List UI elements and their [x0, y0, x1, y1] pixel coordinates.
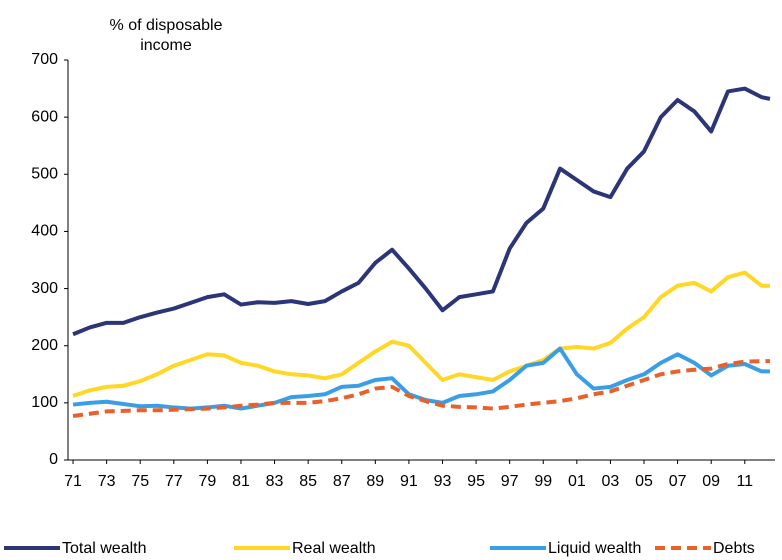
- x-tick-label: 97: [501, 473, 519, 490]
- series-line: [72, 270, 770, 398]
- legend-label: Liquid wealth: [548, 540, 641, 557]
- x-tick-label: 81: [232, 473, 250, 490]
- y-tick-label: 300: [31, 280, 58, 297]
- x-tick-label: 03: [602, 473, 620, 490]
- x-tick-label: 71: [64, 473, 82, 490]
- x-tick-label: 93: [434, 473, 452, 490]
- y-tick-label: 200: [31, 337, 58, 354]
- x-tick-label: 11: [736, 473, 753, 490]
- legend-label: Total wealth: [62, 540, 147, 557]
- x-tick-label: 79: [198, 473, 216, 490]
- x-tick-label: 99: [534, 473, 552, 490]
- x-tick-label: 89: [366, 473, 384, 490]
- x-tick-label: 07: [669, 473, 687, 490]
- y-tick-label: 700: [31, 51, 58, 68]
- x-tick-label: 73: [98, 473, 116, 490]
- x-tick-label: 87: [333, 473, 351, 490]
- x-tick-label: 75: [131, 473, 149, 490]
- x-tick-label: 01: [568, 473, 586, 490]
- x-tick-label: 85: [299, 473, 317, 490]
- legend-label: Real wealth: [292, 540, 376, 557]
- y-tick-label: 500: [31, 166, 58, 183]
- y-axis-label: % of disposable income: [109, 17, 223, 54]
- x-tick-label: 09: [702, 473, 720, 490]
- y-tick-label: 600: [31, 108, 58, 125]
- series-line: [72, 86, 771, 337]
- legend-label: Debts: [713, 540, 755, 557]
- y-tick-label: 400: [31, 223, 58, 240]
- x-tick-label: 95: [467, 473, 485, 490]
- x-tick-label: 83: [266, 473, 284, 490]
- y-tick-label: 100: [31, 394, 58, 411]
- y-tick-label: 0: [49, 451, 58, 468]
- x-tick-label: 77: [165, 473, 183, 490]
- series-line: [72, 359, 770, 418]
- x-tick-label: 91: [400, 473, 418, 490]
- x-tick-label: 05: [635, 473, 653, 490]
